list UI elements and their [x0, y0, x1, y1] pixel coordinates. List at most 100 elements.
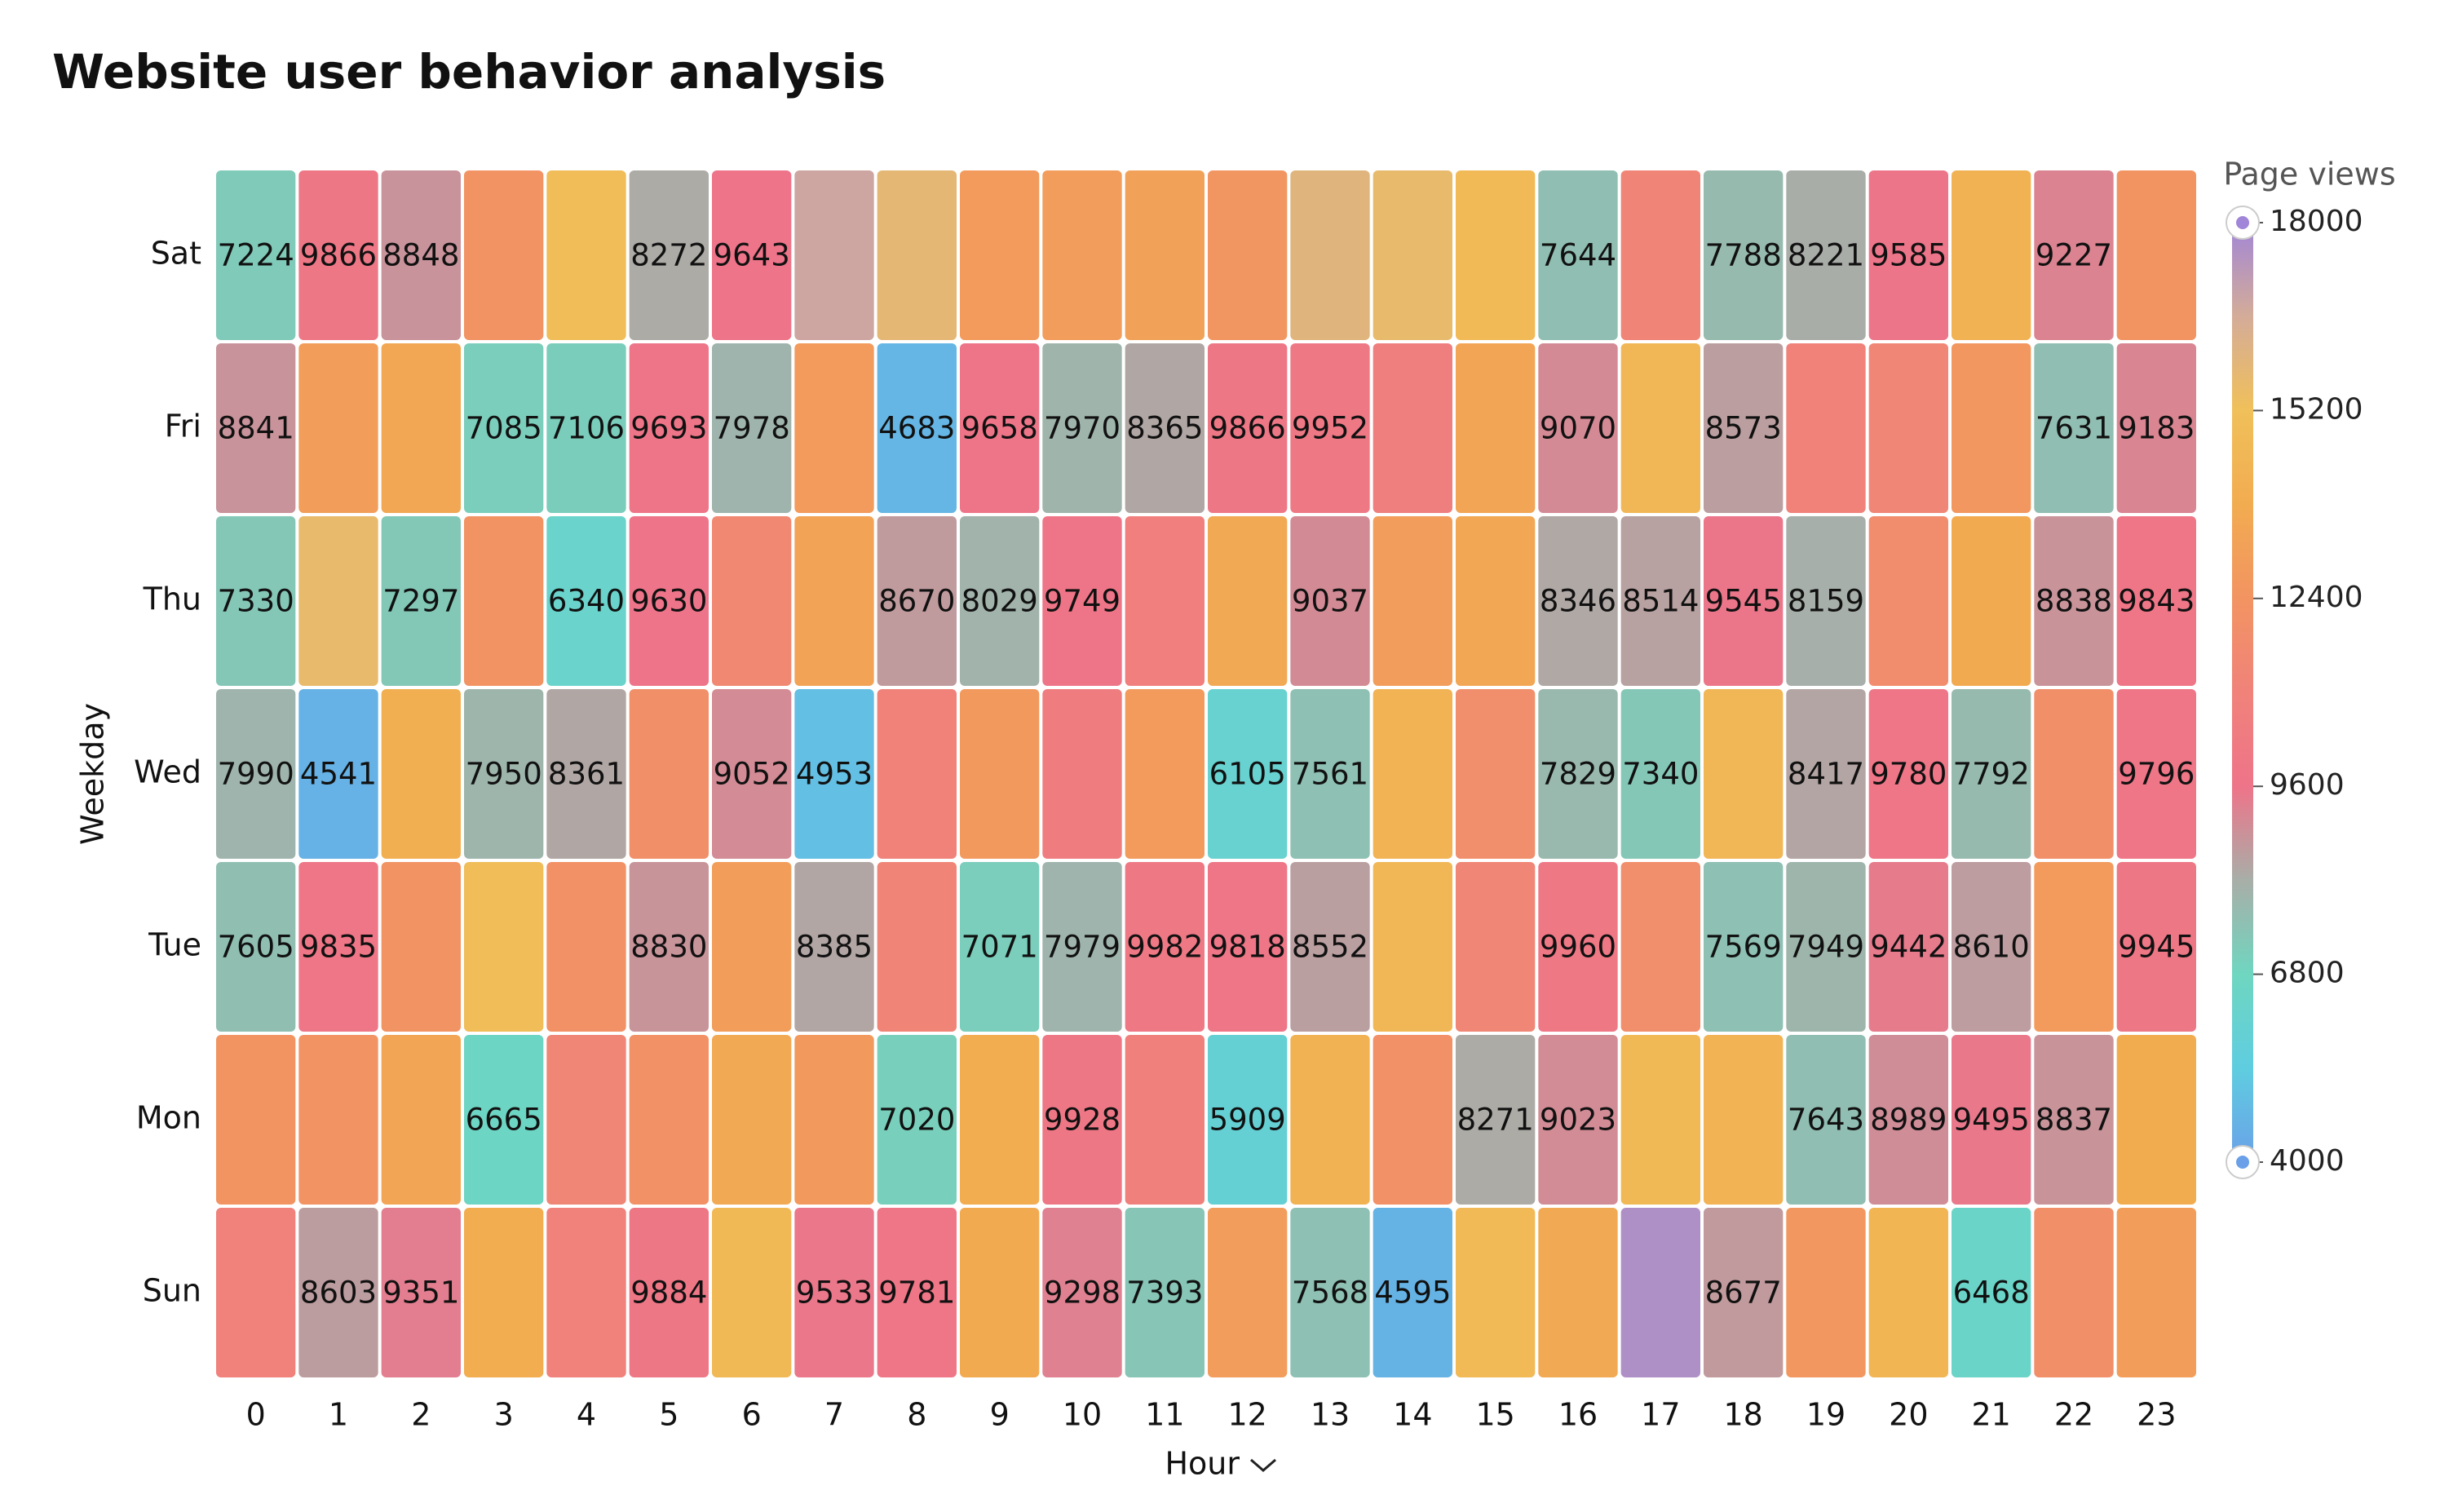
legend-title: Page views [2223, 157, 2395, 192]
heatmap-cell [1456, 1035, 1536, 1205]
chart-title: Website user behavior analysis [52, 44, 886, 99]
heatmap-cell [960, 343, 1040, 513]
cell-label: 7829 [1540, 757, 1616, 792]
heatmap-cell [298, 516, 378, 686]
heatmap-cell [1208, 343, 1288, 513]
heatmap-cell [877, 862, 957, 1032]
cell-label: 9866 [300, 238, 377, 273]
heatmap-cell [216, 1208, 296, 1377]
heatmap-cell [1704, 343, 1784, 513]
legend-handle-dot [2236, 1156, 2249, 1169]
heatmap-cell [1868, 170, 1948, 340]
heatmap-cell [1704, 862, 1784, 1032]
heatmap-cell [1042, 343, 1122, 513]
heatmap-cell [298, 170, 378, 340]
heatmap-cell [464, 343, 544, 513]
heatmap-cell [877, 170, 957, 340]
heatmap-cell [1042, 170, 1122, 340]
heatmap-cell [1125, 170, 1205, 340]
x-tick-label: 19 [1806, 1397, 1845, 1433]
heatmap-cell [1952, 343, 2031, 513]
heatmap-cell [1868, 862, 1948, 1032]
heatmap-cell [1125, 1208, 1205, 1377]
heatmap-cell [877, 516, 957, 686]
y-tick-label: Thu [143, 581, 201, 617]
x-tick-label: 14 [1393, 1397, 1432, 1433]
heatmap-cell [381, 170, 461, 340]
cell-label: 7970 [1044, 411, 1121, 446]
heatmap-cell [1372, 862, 1452, 1032]
heatmap-cell [216, 689, 296, 859]
heatmap-cell [1952, 1035, 2031, 1205]
cell-label: 8837 [2036, 1103, 2112, 1138]
legend-color-bar [2232, 223, 2253, 1162]
cell-label: 7224 [218, 238, 294, 273]
heatmap-cell [1620, 516, 1700, 686]
heatmap-cell [1456, 689, 1536, 859]
heatmap-cell [1042, 689, 1122, 859]
cell-label: 9982 [1126, 930, 1203, 965]
cell-label: 8365 [1126, 411, 1203, 446]
cell-label: 9658 [961, 411, 1038, 446]
heatmap-cell [712, 689, 792, 859]
legend-tick-label: 18000 [2270, 205, 2363, 238]
cell-label: 8841 [218, 411, 294, 446]
heatmap-cell [794, 1208, 874, 1377]
heatmap-cell [1538, 170, 1618, 340]
heatmap-cell [298, 1035, 378, 1205]
cell-label: 7950 [466, 757, 542, 792]
heatmap-cell [629, 516, 709, 686]
heatmap-cell [794, 689, 874, 859]
heatmap-cell [1290, 862, 1370, 1032]
x-tick-label: 16 [1558, 1397, 1598, 1433]
x-tick-label: 17 [1641, 1397, 1680, 1433]
heatmap-cell [1456, 170, 1536, 340]
heatmap-cell [1372, 1035, 1452, 1205]
heatmap-cell [1208, 516, 1288, 686]
cell-label: 7330 [218, 584, 294, 619]
cell-label: 9227 [2036, 238, 2112, 273]
cell-label: 9533 [796, 1275, 873, 1311]
cell-label: 8830 [630, 930, 707, 965]
heatmap-cell [1620, 170, 1700, 340]
y-tick-label: Sun [143, 1273, 201, 1309]
heatmap-cell [629, 170, 709, 340]
heatmap-cell [2116, 516, 2196, 686]
heatmap-cell [1125, 862, 1205, 1032]
cell-label: 8361 [548, 757, 625, 792]
cell-label: 7020 [878, 1103, 955, 1138]
x-tick-label: 0 [246, 1397, 266, 1433]
heatmap-cell [1952, 862, 2031, 1032]
axis-dropdown-icon[interactable] [1250, 1458, 1276, 1472]
heatmap-cell [1208, 862, 1288, 1032]
heatmap-cell [712, 516, 792, 686]
heatmap-cell [1538, 343, 1618, 513]
cell-label: 9749 [1044, 584, 1121, 619]
heatmap-cell [1786, 689, 1866, 859]
cell-label: 8159 [1788, 584, 1864, 619]
heatmap-cell [1538, 689, 1618, 859]
heatmap-cell [2116, 170, 2196, 340]
heatmap-cell [216, 516, 296, 686]
heatmap-cell [712, 343, 792, 513]
heatmap-cell [1456, 862, 1536, 1032]
heatmap-cell [2034, 689, 2114, 859]
cell-label: 7569 [1705, 930, 1782, 965]
x-tick-label: 8 [907, 1397, 926, 1433]
cell-label: 4953 [796, 757, 873, 792]
heatmap-cell [1372, 516, 1452, 686]
heatmap-cell [629, 689, 709, 859]
cell-label: 9928 [1044, 1103, 1121, 1138]
heatmap-cell [1208, 170, 1288, 340]
heatmap-cell [1290, 516, 1370, 686]
cell-label: 9693 [630, 411, 707, 446]
x-tick-label: 20 [1889, 1397, 1928, 1433]
cell-label: 7085 [466, 411, 542, 446]
heatmap-cell [629, 1035, 709, 1205]
heatmap-cell [1290, 1035, 1370, 1205]
heatmap-cell [1952, 516, 2031, 686]
cell-label: 6105 [1209, 757, 1286, 792]
heatmap-cell [1372, 689, 1452, 859]
cell-label: 8610 [1953, 930, 2030, 965]
heatmap-cell [464, 1035, 544, 1205]
